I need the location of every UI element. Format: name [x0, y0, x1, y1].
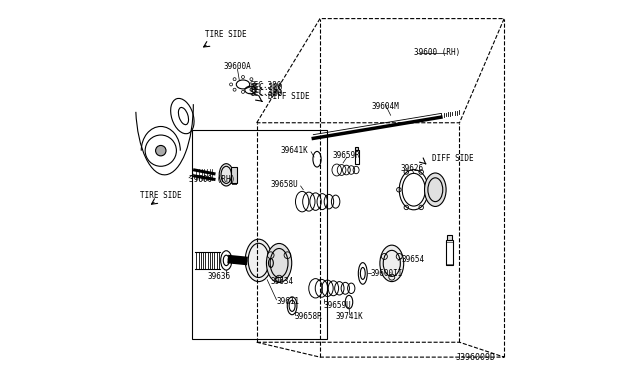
Text: 39654: 39654 — [401, 255, 424, 264]
Bar — [191, 130, 328, 339]
Text: 39634: 39634 — [271, 278, 294, 286]
Text: SEC.380: SEC.380 — [250, 88, 282, 97]
Text: DIFF SIDE: DIFF SIDE — [431, 154, 473, 163]
Text: 39604M: 39604M — [371, 102, 399, 110]
Text: 39741K: 39741K — [335, 312, 363, 321]
Text: 39659R: 39659R — [333, 151, 361, 160]
Text: SEC.380: SEC.380 — [250, 81, 282, 90]
Text: 39636: 39636 — [207, 272, 230, 280]
Bar — [445, 240, 453, 265]
Bar — [355, 150, 359, 164]
Text: 39611: 39611 — [276, 297, 300, 306]
Text: 39658R: 39658R — [294, 312, 323, 321]
Text: 39641K: 39641K — [280, 146, 308, 155]
Ellipse shape — [380, 245, 404, 282]
Text: 39600 (RH): 39600 (RH) — [189, 175, 236, 184]
Text: 39600II: 39600II — [371, 269, 403, 278]
Text: J396009D: J396009D — [456, 353, 495, 362]
Text: DIFF SIDE: DIFF SIDE — [268, 92, 310, 101]
Text: 39626: 39626 — [401, 164, 424, 173]
Bar — [231, 167, 237, 183]
Bar — [447, 235, 452, 240]
Circle shape — [156, 145, 166, 156]
Text: SEC.380: SEC.380 — [250, 89, 282, 98]
Text: 39600 (RH): 39600 (RH) — [413, 48, 460, 57]
Text: SEC.380: SEC.380 — [250, 83, 282, 92]
Text: 39659U: 39659U — [324, 301, 351, 310]
Ellipse shape — [424, 173, 446, 206]
Text: TIRE SIDE: TIRE SIDE — [205, 30, 247, 39]
Ellipse shape — [219, 164, 234, 186]
Text: TIRE SIDE: TIRE SIDE — [140, 191, 181, 200]
Text: 39658U: 39658U — [271, 180, 298, 189]
Text: 39600A: 39600A — [223, 62, 252, 71]
Bar — [355, 147, 358, 150]
Ellipse shape — [266, 244, 292, 283]
Ellipse shape — [245, 239, 272, 282]
